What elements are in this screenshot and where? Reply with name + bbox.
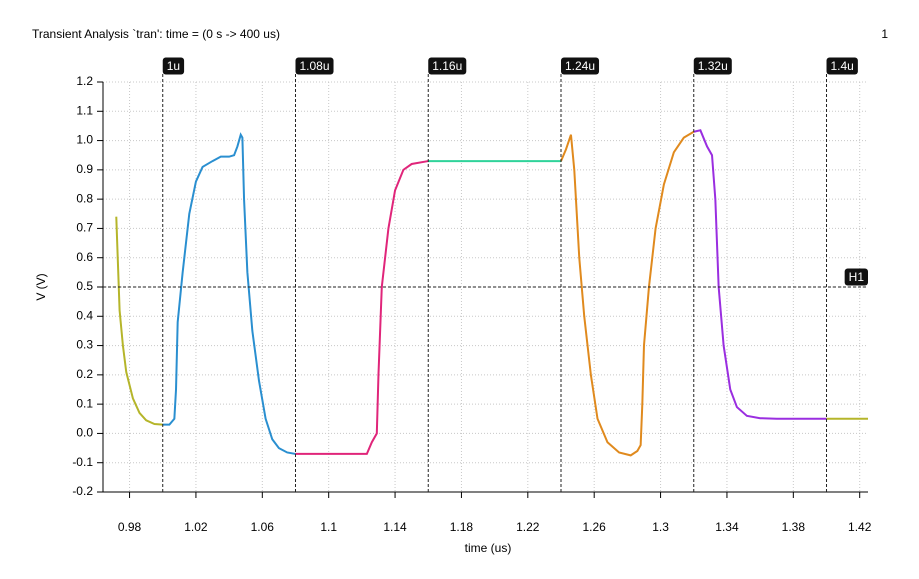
marker-label-box [295,57,334,75]
y-tick-label: 0.8 [76,191,93,205]
x-tick-label: 1.1 [320,520,337,534]
line-series [115,216,163,426]
y-tick-label: 0.3 [76,338,93,352]
marker-label-text: H1 [849,270,865,284]
chart-title: Transient Analysis `tran': time = (0 s -… [32,27,280,41]
marker-label: 1.24u [561,57,600,75]
y-tick-label: 0.4 [76,308,93,322]
marker-label-box [693,57,732,75]
marker-label: H1 [844,268,868,286]
y-tick-label: 1.0 [76,133,93,147]
marker-label-box [561,57,600,75]
y-tick-label: 0.2 [76,367,93,381]
x-tick-label: 1.26 [583,520,607,534]
marker-label-box [826,57,858,75]
x-tick-label: 1.38 [782,520,806,534]
marker-label-text: 1.16u [432,59,462,73]
y-tick-label: 0.6 [76,250,93,264]
y-tick-label: -0.1 [72,455,93,469]
marker-label-text: 1.08u [299,59,329,73]
y-tick-label: 0.5 [76,279,93,293]
y-tick-label: 0.7 [76,221,93,235]
line-series [560,130,695,457]
marker-label-text: 1.4u [831,59,854,73]
line-series [295,160,429,455]
x-tick-label: 0.98 [118,520,142,534]
y-axis-label: V (V) [34,273,48,300]
y-tick-label: 1.1 [76,103,93,117]
marker-label: 1.32u [693,57,732,75]
marker-label-text: 1u [167,59,180,73]
y-tick-label: 1.2 [76,74,93,88]
marker-label-box [844,268,868,286]
marker-label-text: 1.32u [698,59,728,73]
x-tick-label: 1.3 [652,520,669,534]
x-tick-label: 1.34 [715,520,739,534]
y-tick-label: 0.9 [76,162,93,176]
x-tick-label: 1.42 [848,520,872,534]
marker-label: 1.16u [428,57,467,75]
marker-label-box [162,57,185,75]
marker-label-box [428,57,467,75]
x-tick-label: 1.22 [516,520,540,534]
y-tick-label: 0.0 [76,426,93,440]
line-series [162,132,296,455]
x-axis-label: time (us) [465,541,512,555]
x-tick-label: 1.18 [450,520,474,534]
marker-label: 1.4u [826,57,858,75]
marker-label: 1u [162,57,185,75]
x-tick-label: 1.06 [251,520,275,534]
line-series [693,129,827,420]
y-tick-label: -0.2 [72,484,93,498]
marker-label: 1.08u [295,57,334,75]
x-tick-label: 1.02 [184,520,208,534]
y-tick-label: 0.1 [76,396,93,410]
x-tick-label: 1.14 [383,520,407,534]
corner-label: 1 [881,27,888,41]
marker-label-text: 1.24u [565,59,595,73]
